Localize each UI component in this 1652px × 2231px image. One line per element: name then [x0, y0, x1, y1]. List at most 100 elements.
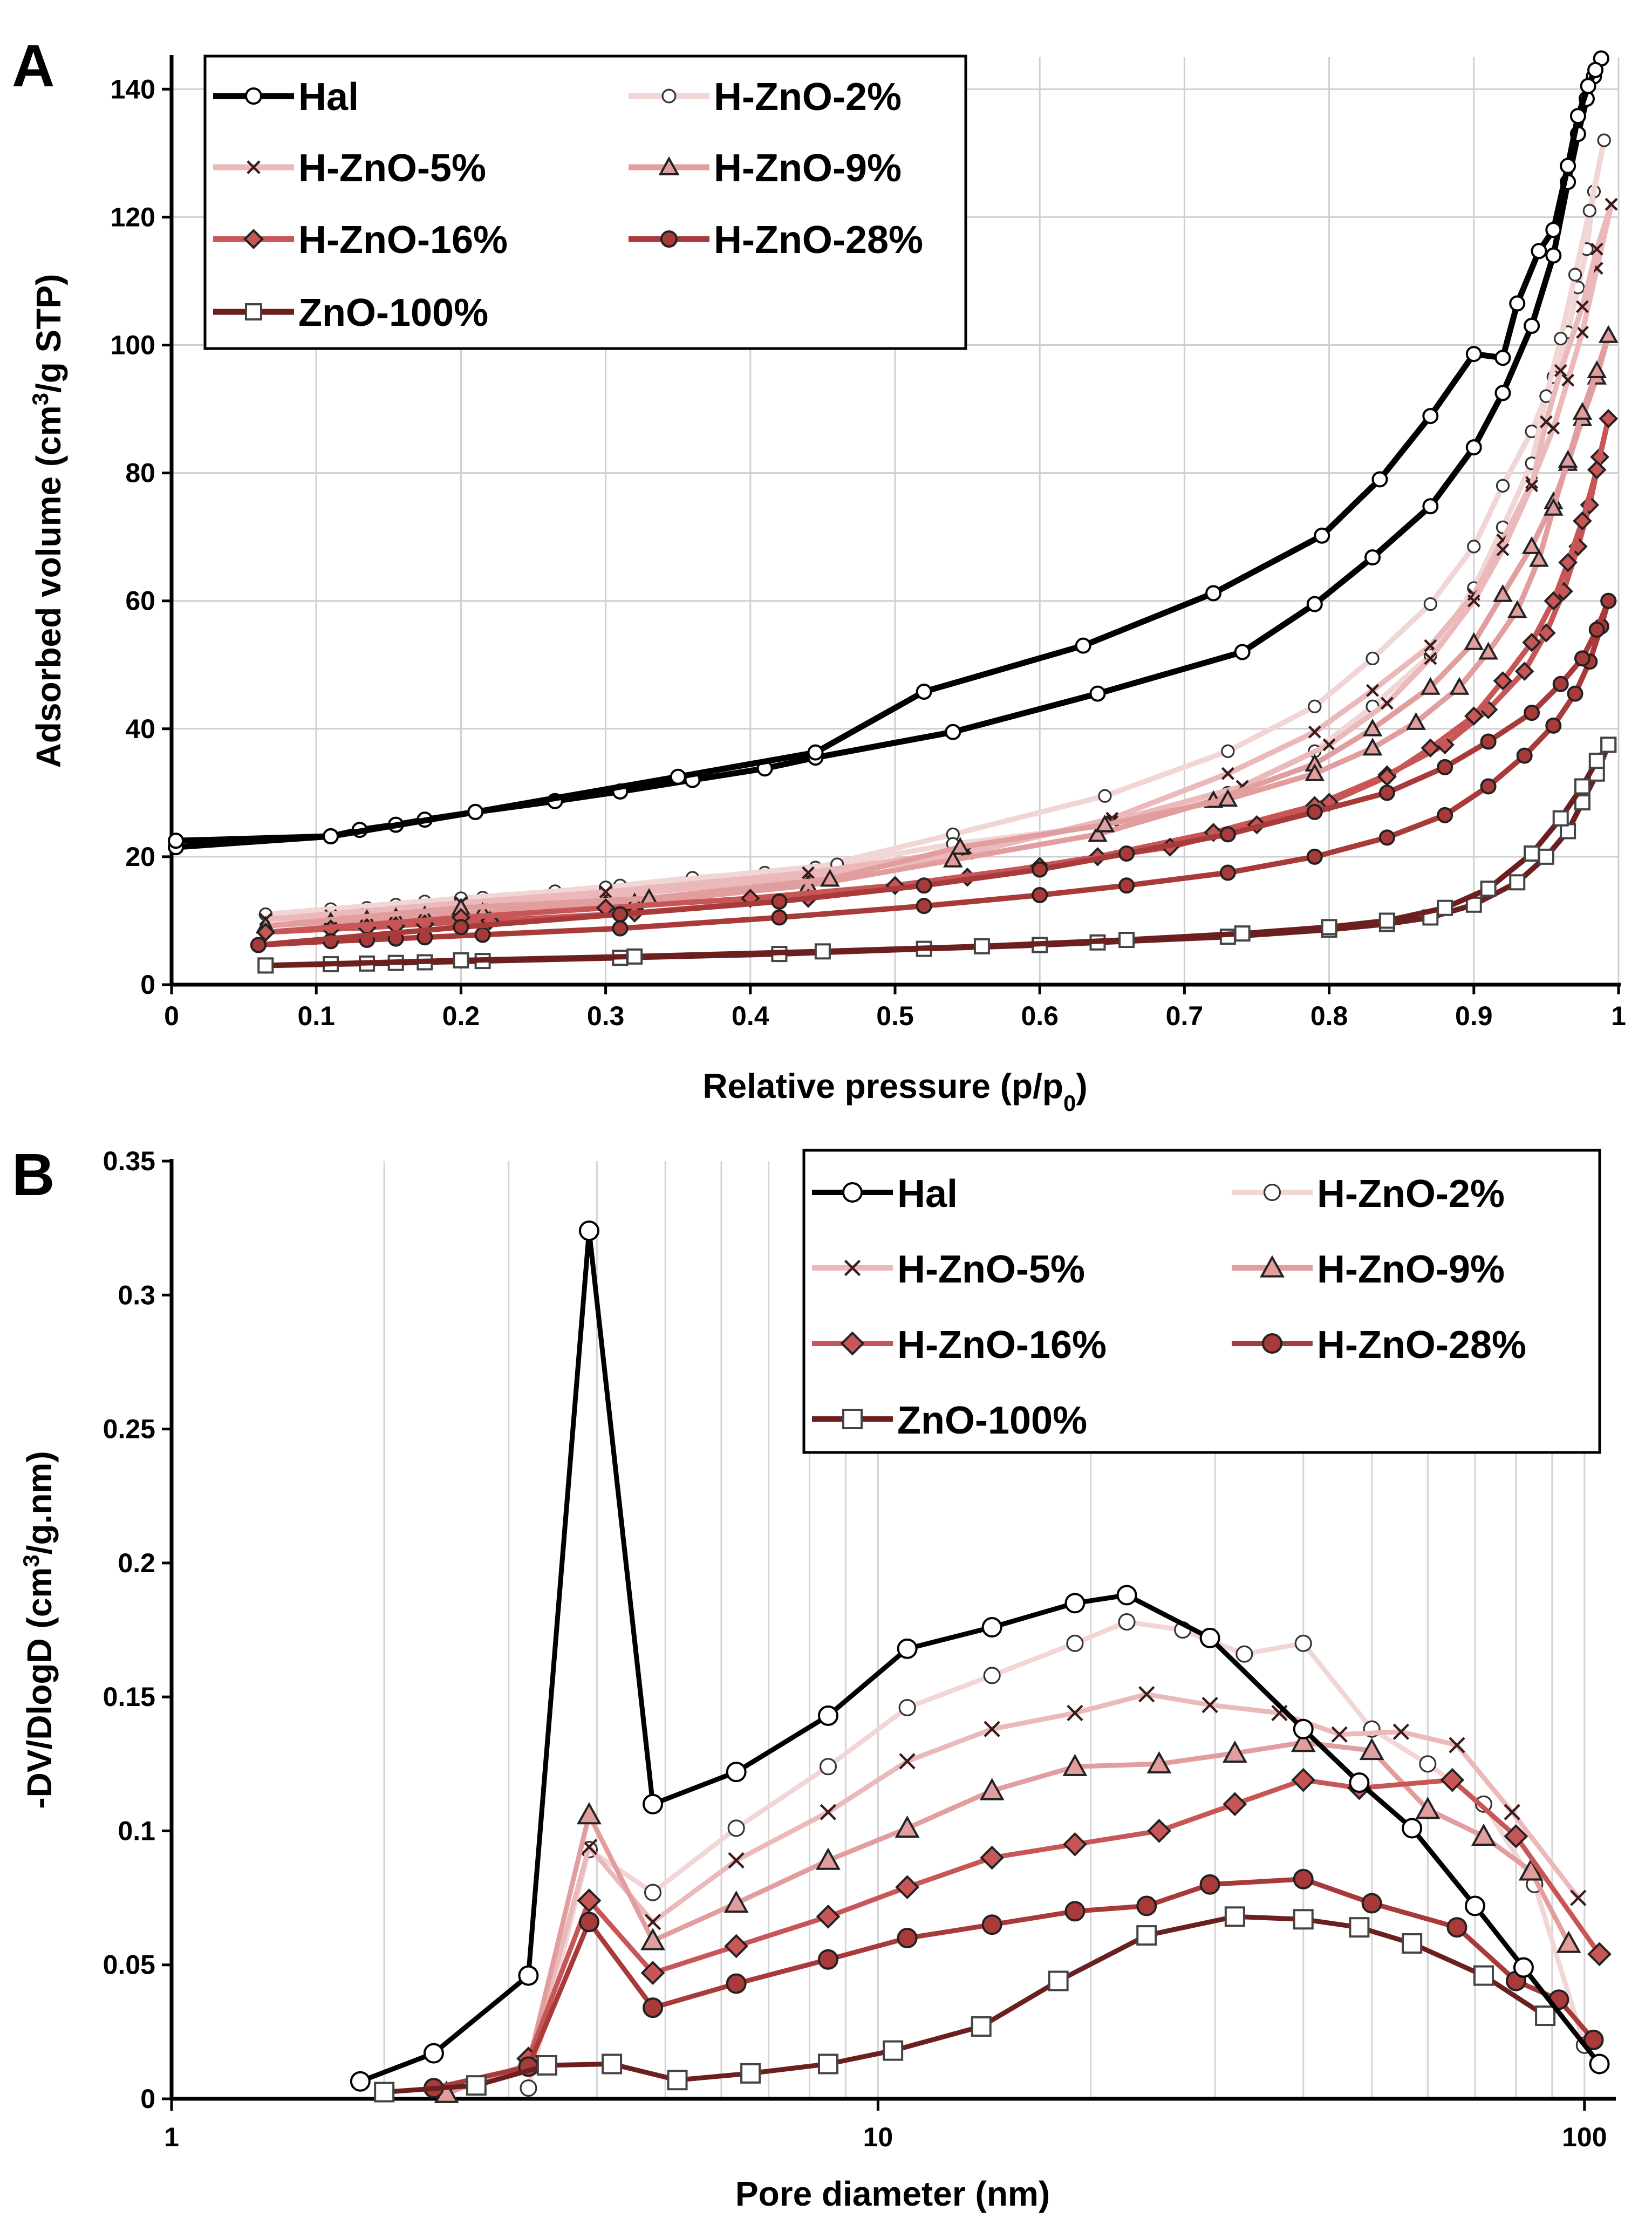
data-point	[640, 1928, 665, 1950]
y-tick-label: 0.1	[118, 1816, 155, 1846]
data-point	[518, 1965, 539, 1986]
x-tick-label: 0.5	[876, 1001, 914, 1031]
data-point	[1440, 1768, 1465, 1792]
data-point	[726, 1973, 747, 1994]
data-point	[1574, 650, 1590, 667]
panel-a-x-axis-title: Relative pressure (p/p0)	[702, 1067, 1087, 1116]
data-point	[1421, 738, 1441, 758]
series-h-zno-16pct	[516, 1768, 1612, 2071]
data-point	[1349, 1772, 1370, 1793]
data-point	[1089, 685, 1106, 702]
legend-entry-h-zno-5pct: H-ZnO-5%	[812, 1248, 1085, 1291]
x-tick-label: 0.9	[1455, 1001, 1493, 1031]
data-point	[1219, 864, 1236, 881]
legend-label: H-ZnO-28%	[1317, 1323, 1526, 1367]
panel-b: B 1 10 100 0 0.05 0.1 0.15 0.2 0.25 0.3 0.35 Pore di…	[12, 1142, 1616, 2213]
data-point	[1446, 1917, 1467, 1938]
data-point	[817, 1949, 838, 1970]
data-point	[1378, 912, 1395, 929]
series-h-zno-28pct	[423, 1868, 1604, 2099]
data-point	[1136, 1895, 1157, 1916]
data-point	[1516, 747, 1533, 764]
data-point	[1308, 725, 1321, 739]
data-point	[1572, 401, 1593, 420]
legend-marker	[658, 156, 680, 175]
data-point	[1293, 1718, 1314, 1739]
data-point	[1293, 1909, 1314, 1930]
data-point	[257, 957, 274, 974]
data-point	[1306, 596, 1323, 612]
legend-marker	[842, 1182, 863, 1203]
data-point	[1362, 718, 1383, 736]
legend-label: Hal	[298, 76, 359, 119]
data-point	[916, 877, 932, 894]
data-point	[1560, 158, 1576, 174]
series-line-desorption	[263, 201, 1614, 923]
data-point	[1574, 778, 1590, 795]
data-point	[1467, 594, 1480, 608]
data-point	[771, 893, 788, 910]
data-point	[1587, 360, 1607, 378]
data-point	[895, 1875, 919, 1900]
data-point	[467, 803, 484, 820]
data-point	[1467, 540, 1481, 554]
data-point	[1294, 1634, 1312, 1652]
data-point	[1234, 925, 1251, 942]
data-point	[1392, 1723, 1409, 1740]
data-point	[1524, 705, 1540, 721]
data-point	[945, 724, 961, 740]
legend-marker	[1263, 1183, 1281, 1202]
data-point	[612, 920, 629, 937]
data-point	[820, 1804, 837, 1820]
legend-entry-h-zno-9pct: H-ZnO-9%	[1232, 1248, 1505, 1291]
data-point	[1449, 1737, 1465, 1754]
series-zno-100pct	[374, 1906, 1556, 2103]
data-point	[898, 1698, 916, 1717]
data-point	[1587, 62, 1604, 78]
data-point	[1588, 622, 1605, 638]
data-point	[1494, 350, 1511, 366]
data-point	[802, 866, 815, 879]
series-hal	[350, 1220, 1610, 2092]
data-point	[1048, 1970, 1069, 1991]
data-point	[1378, 829, 1395, 846]
data-point	[1221, 744, 1235, 758]
data-point	[1314, 527, 1330, 544]
data-point	[1419, 1755, 1437, 1773]
data-point	[1590, 242, 1603, 256]
data-point	[168, 833, 185, 849]
data-point	[895, 1815, 920, 1838]
data-point	[973, 938, 990, 954]
data-point	[724, 1934, 749, 1959]
data-point	[1464, 632, 1484, 650]
data-point	[1063, 1832, 1087, 1857]
data-point	[1535, 2005, 1556, 2027]
data-point	[819, 1758, 837, 1776]
data-point	[1205, 585, 1222, 602]
data-point	[612, 906, 629, 923]
data-point	[1575, 325, 1589, 339]
series-zno-100pct	[257, 736, 1617, 974]
data-point	[670, 768, 686, 785]
series-line	[525, 1691, 1581, 2069]
data-point	[1545, 717, 1562, 734]
data-point	[1235, 1645, 1253, 1663]
y-tick-label: 0.05	[103, 1950, 155, 1980]
legend-marker	[1262, 1333, 1282, 1354]
y-tick-label: 0	[140, 2084, 155, 2114]
data-point	[667, 2070, 688, 2091]
data-point	[1509, 295, 1526, 312]
data-point	[1306, 803, 1323, 820]
data-point	[1554, 331, 1568, 346]
legend-entry-hal: Hal	[812, 1172, 958, 1216]
legend-marker	[840, 1331, 865, 1356]
legend-entry-h-zno-9pct: H-ZnO-9%	[629, 147, 902, 190]
legend-box	[802, 1149, 1601, 1454]
data-point	[1558, 449, 1578, 468]
data-point	[474, 926, 491, 943]
data-point	[1521, 536, 1542, 554]
series-h-zno-28pct	[250, 592, 1617, 953]
data-point	[883, 2040, 904, 2061]
data-point	[950, 837, 971, 855]
legend-box	[203, 54, 967, 350]
